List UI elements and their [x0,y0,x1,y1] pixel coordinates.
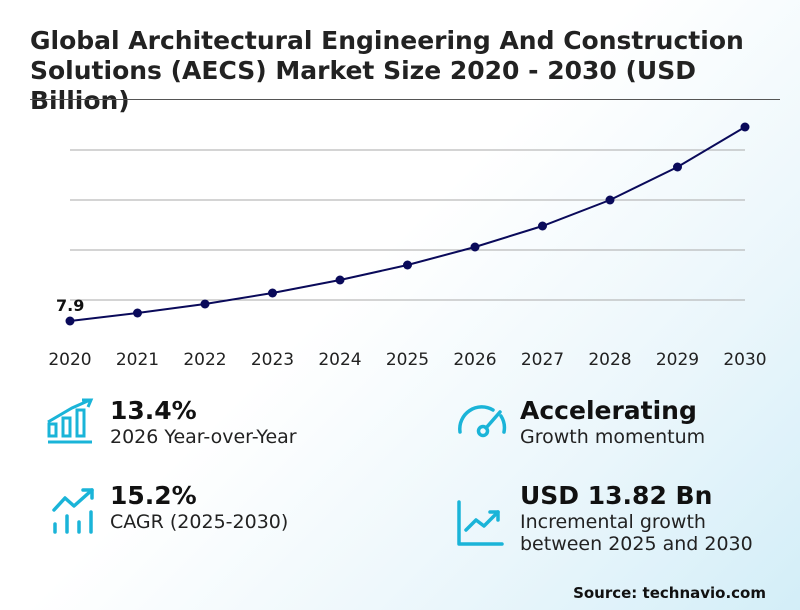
bar-chart-growth-icon [47,398,94,444]
data-point [605,195,615,205]
stat-yoy: 13.4% 2026 Year-over-Year [110,396,297,448]
stat-momentum: Accelerating Growth momentum [520,396,705,448]
stat-cagr: 15.2% CAGR (2025-2030) [110,481,288,533]
source-credit: Source: technavio.com [573,584,766,602]
data-point [740,122,750,132]
x-tick-label: 2030 [723,350,766,370]
stat-label: Incremental growth between 2025 and 2030 [520,511,753,555]
x-tick-label: 2028 [588,350,631,370]
data-point [403,260,412,270]
x-tick-label: 2029 [656,350,699,370]
series-line [69,126,746,322]
trend-up-bars-icon [52,488,94,534]
speedometer-icon [458,405,507,438]
stat-value: USD 13.82 Bn [520,481,713,510]
chart-title: Global Architectural Engineering And Con… [30,26,744,115]
x-tick-label: 2026 [453,350,496,370]
line-chart: 2020 2021 2022 2023 2024 2025 2026 2027 2028 2029… [48,122,767,370]
stat-value: 15.2% [110,481,197,510]
data-point [133,308,142,318]
x-tick-label: 2023 [251,350,294,370]
data-point [65,316,75,326]
x-tick-label: 2027 [521,350,564,370]
data-point [335,275,345,285]
data-point [673,162,682,172]
data-label: 7.9 [56,296,84,315]
stat-value: 13.4% [110,396,197,425]
data-point [538,221,547,231]
stat-label: 2026 Year-over-Year [110,426,297,448]
title-divider [30,99,780,100]
stat-incremental: USD 13.82 Bn Incremental growth between … [520,481,780,555]
x-tick-label: 2024 [318,350,361,370]
x-tick-label: 2021 [116,350,159,370]
data-point [268,288,277,298]
stat-label: Growth momentum [520,426,706,448]
data-point [200,299,210,309]
data-point [470,242,480,252]
x-tick-label: 2025 [386,350,429,370]
x-tick-label: 2022 [183,350,226,370]
stat-value: Accelerating [520,396,697,425]
line-chart-up-icon [457,500,504,546]
stat-label: CAGR (2025-2030) [110,511,289,533]
x-tick-label: 2020 [48,350,91,370]
